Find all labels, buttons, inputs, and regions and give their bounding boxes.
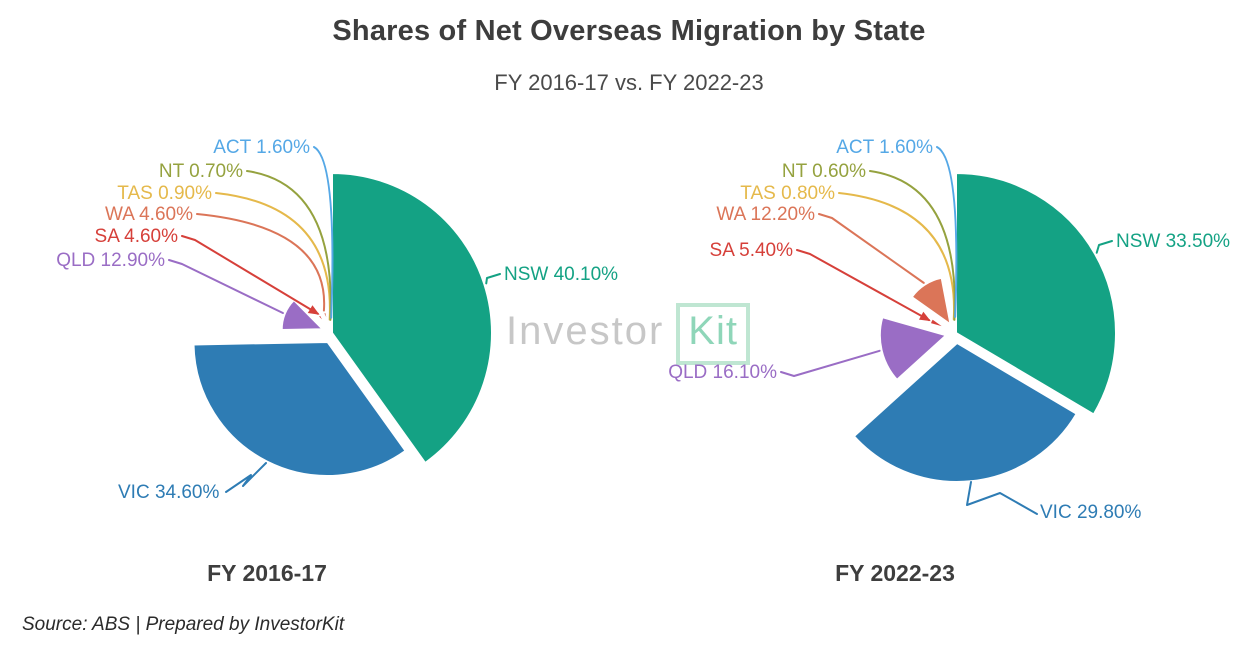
slice-label-vic: VIC 34.60% [118, 482, 219, 503]
leader-line-act [313, 146, 334, 319]
slice-label-sa: SA 4.60% [95, 226, 179, 247]
pie-labels-layer: NSW 40.10% VIC 34.60% QLD 12.90% SA 4.60%WA… [56, 137, 618, 503]
page-subtitle: FY 2016-17 vs. FY 2022-23 [494, 70, 764, 95]
slice-label-tas: TAS 0.80% [740, 183, 835, 204]
leader-line-vic [225, 462, 267, 493]
leader-line-sa [181, 235, 319, 315]
pie-slice-vic[interactable] [192, 340, 407, 477]
leader-line-qld [168, 259, 284, 315]
leader-line-tas [215, 192, 331, 321]
pie-slice-nsw[interactable] [955, 172, 1117, 416]
slice-label-vic: VIC 29.80% [1040, 502, 1141, 523]
slice-label-nt: NT 0.70% [159, 161, 243, 182]
slice-label-wa: WA 12.20% [716, 204, 815, 225]
left-pie-caption: FY 2016-17 [207, 560, 327, 586]
slice-label-sa: SA 5.40% [710, 240, 794, 261]
pie-fy-2016-17 [192, 172, 493, 477]
leader-line-nt [246, 170, 332, 321]
slice-label-tas: TAS 0.90% [117, 183, 212, 204]
leader-line-act [936, 146, 958, 318]
pie-slice-nsw[interactable] [331, 172, 493, 465]
page-title: Shares of Net Overseas Migration by Stat… [332, 15, 926, 47]
slice-label-nsw: NSW 33.50% [1116, 231, 1230, 252]
slice-label-act: ACT 1.60% [836, 137, 933, 158]
source-note: Source: ABS | Prepared by InvestorKit [22, 614, 345, 635]
right-pie-caption: FY 2022-23 [835, 560, 955, 586]
leader-arrowhead-sa [918, 311, 931, 322]
pie-slice-sa[interactable] [316, 313, 328, 326]
slice-label-wa: WA 4.60% [105, 204, 193, 225]
slice-label-qld: QLD 12.90% [56, 250, 165, 271]
pie-slice-qld[interactable] [878, 316, 948, 381]
watermark-kit-badge: Kit [676, 303, 750, 365]
leader-line-nsw [485, 273, 501, 285]
investorkit-watermark: Investor Kit [506, 303, 750, 365]
leader-line-wa [818, 213, 925, 284]
leader-line-wa [196, 213, 326, 312]
leader-line-sa [796, 249, 931, 322]
watermark-investor-text: Investor [506, 309, 665, 353]
pie-fy-2022-23 [852, 172, 1117, 483]
leader-line-qld [780, 349, 881, 377]
slice-label-act: ACT 1.60% [213, 137, 310, 158]
pie-slice-wa[interactable] [322, 310, 330, 325]
leader-line-vic [966, 481, 1038, 515]
pie-slice-wa[interactable] [910, 276, 952, 326]
pie-slice-sa[interactable] [928, 317, 948, 330]
slice-label-nt: NT 0.60% [782, 161, 866, 182]
leader-line-nt [869, 170, 956, 321]
slice-label-qld: QLD 16.10% [668, 362, 777, 383]
leader-line-nsw [1095, 240, 1113, 254]
leader-arrowhead-sa [307, 305, 320, 315]
slice-label-nsw: NSW 40.10% [504, 264, 618, 285]
leader-line-tas [838, 192, 955, 321]
pie-labels-layer: NSW 33.50% VIC 29.80% QLD 16.10% SA 5.40% WA… [668, 137, 1230, 523]
